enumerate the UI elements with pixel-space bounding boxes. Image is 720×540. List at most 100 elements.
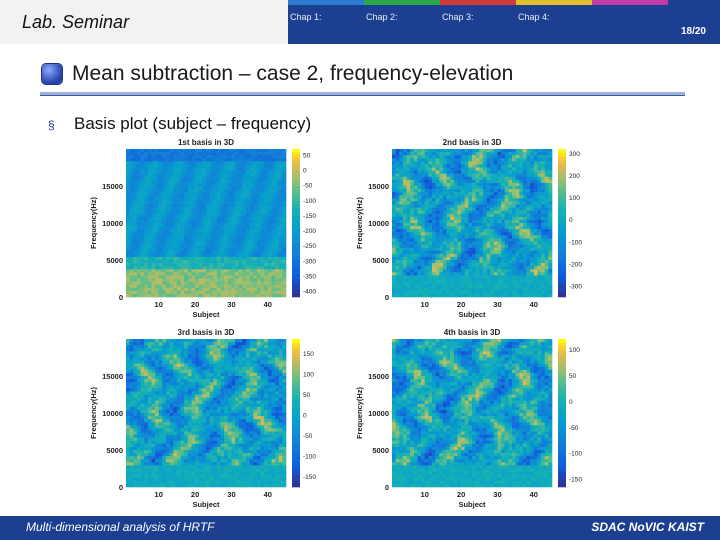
heatmap-cell	[198, 357, 203, 361]
heatmap-cell	[530, 241, 535, 245]
heatmap-cell	[515, 207, 520, 211]
heatmap-cell	[224, 241, 229, 245]
heatmap-cell	[464, 201, 469, 205]
heatmap-cell	[548, 149, 553, 153]
heatmap-cell	[144, 226, 149, 230]
heatmap-cell	[187, 238, 192, 242]
heatmap-cell	[202, 216, 207, 221]
heatmap-cell	[402, 182, 407, 187]
heatmap-cell	[432, 232, 436, 236]
heatmap-cell	[548, 176, 553, 181]
heatmap-cell	[497, 250, 502, 255]
heatmap-cell	[406, 216, 411, 221]
heatmap-cell	[457, 182, 462, 187]
heatmap-cell	[537, 226, 542, 230]
heatmap-cell	[191, 272, 196, 276]
chapter-bar	[288, 0, 364, 5]
chapter-tab-2[interactable]: Chap 2:	[364, 0, 440, 44]
heatmap-cell	[501, 287, 506, 292]
heatmap-cell	[242, 207, 247, 211]
heatmap-cell	[180, 369, 185, 374]
heatmap-cell	[133, 287, 138, 292]
heatmap-cell	[450, 204, 455, 208]
heatmap-cell	[126, 192, 130, 196]
chapter-tab-1[interactable]: Chap 1:	[288, 0, 364, 44]
heatmap-cell	[158, 149, 163, 153]
heatmap-cell	[140, 269, 145, 273]
heatmap-cell	[461, 226, 466, 230]
heatmap-cell	[231, 269, 236, 273]
heatmap-cell	[453, 176, 458, 181]
heatmap-cell	[129, 198, 134, 202]
heatmap-cell	[490, 250, 495, 255]
heatmap-cell	[413, 263, 418, 267]
heatmap-cell	[468, 284, 473, 289]
heatmap-cell	[392, 207, 396, 211]
heatmap-cell	[231, 186, 236, 190]
heatmap-cell	[482, 179, 487, 184]
heatmap-cell	[147, 244, 152, 248]
heatmap-cell	[275, 247, 280, 252]
heatmap-cell	[399, 192, 404, 196]
heatmap-cell	[144, 161, 149, 165]
heatmap-cell	[432, 201, 436, 205]
chapter-tab-5[interactable]	[592, 0, 668, 44]
heatmap-cell	[224, 260, 229, 264]
heatmap-cell	[249, 339, 254, 343]
y-tick-label: 5000	[372, 256, 389, 265]
heatmap-cell	[537, 170, 542, 174]
heatmap-cell	[151, 232, 156, 236]
heatmap-cell	[242, 241, 247, 245]
heatmap-cell	[439, 256, 444, 261]
heatmap-cell	[184, 357, 189, 361]
heatmap-cell	[486, 223, 491, 227]
heatmap-cell	[486, 278, 491, 282]
heatmap-cell	[180, 235, 185, 239]
heatmap-cell	[453, 152, 458, 156]
heatmap-cell	[417, 238, 422, 242]
colorbar-tick-label: 50	[303, 153, 311, 160]
heatmap-cell	[144, 266, 149, 270]
heatmap-cell	[155, 241, 160, 245]
chapter-tab-4[interactable]: Chap 4:	[516, 0, 592, 44]
heatmap-cell	[220, 372, 225, 377]
heatmap-cell	[235, 189, 240, 193]
heatmap-cell	[264, 260, 269, 264]
heatmap-cell	[282, 244, 287, 248]
heatmap-cell	[176, 182, 181, 187]
heatmap-cell	[519, 204, 524, 208]
heatmap-cell	[169, 369, 174, 374]
heatmap-cell	[231, 278, 236, 282]
heatmap-cell	[501, 204, 506, 208]
heatmap-cell	[515, 281, 520, 285]
heatmap-cell	[533, 223, 538, 227]
heatmap-cell	[482, 272, 487, 276]
heatmap-cell	[133, 219, 138, 224]
heatmap-cell	[475, 226, 480, 230]
heatmap-cell	[224, 256, 229, 261]
heatmap-cell	[264, 241, 269, 245]
heatmap-cell	[504, 176, 509, 181]
heatmap-cell	[275, 354, 280, 358]
heatmap-cell	[421, 182, 426, 187]
heatmap-cell	[166, 278, 170, 282]
heatmap-cell	[504, 201, 509, 205]
heatmap-cell	[413, 278, 418, 282]
heatmap-cell	[267, 256, 272, 261]
heatmap-cell	[235, 241, 240, 245]
heatmap-cell	[144, 219, 149, 224]
heatmap-cell	[275, 382, 280, 386]
heatmap-cell	[271, 269, 276, 273]
heatmap-cell	[446, 210, 451, 215]
heatmap-cell	[253, 152, 258, 156]
heatmap-cell	[126, 250, 130, 255]
heatmap-cell	[206, 223, 210, 227]
heatmap-cell	[417, 287, 422, 292]
heatmap-cell	[482, 229, 487, 233]
heatmap-cell	[267, 241, 272, 245]
heatmap-cell	[508, 192, 513, 196]
chapter-tab-3[interactable]: Chap 3:	[440, 0, 516, 44]
heatmap-cell	[482, 284, 487, 289]
heatmap-cell	[486, 158, 491, 162]
heatmap-cell	[256, 238, 261, 242]
